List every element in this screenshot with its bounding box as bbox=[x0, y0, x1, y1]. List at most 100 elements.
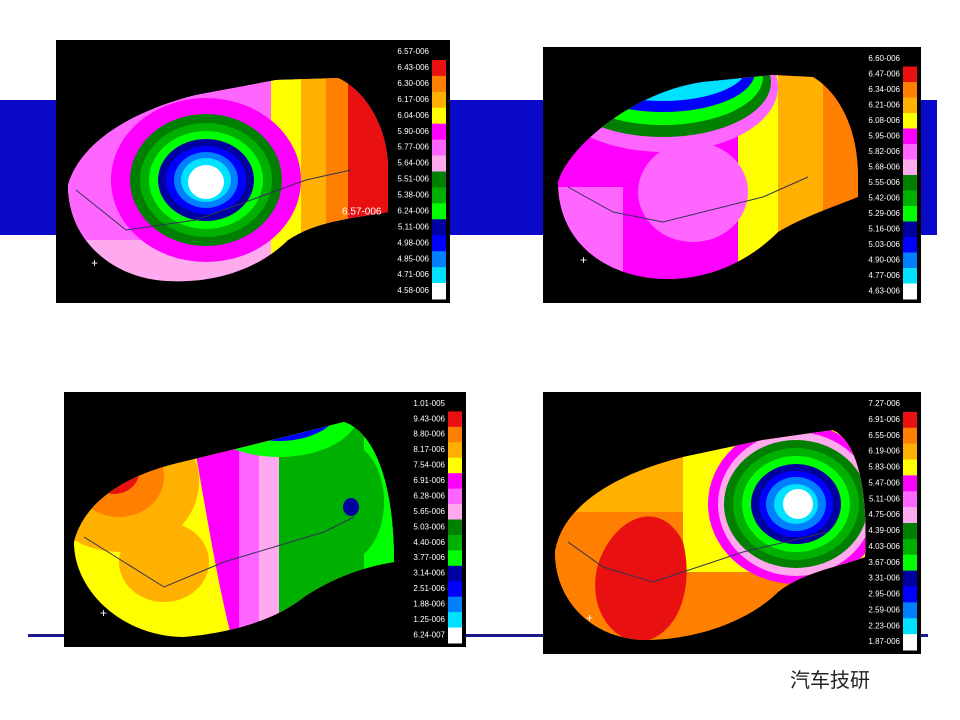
legend-label: 3.67-006 bbox=[868, 558, 900, 567]
legend-swatch bbox=[903, 128, 917, 145]
legend-swatch bbox=[448, 519, 462, 536]
legend-swatch bbox=[903, 97, 917, 114]
legend-label: 5.83-006 bbox=[868, 463, 900, 472]
legend-label: 9.43-006 bbox=[413, 414, 445, 423]
legend-label: 5.42-006 bbox=[868, 193, 900, 202]
legend-swatch bbox=[903, 443, 917, 460]
legend-swatch bbox=[432, 267, 446, 284]
annotation: 6.57-006 bbox=[342, 207, 382, 218]
legend-label: 4.03-006 bbox=[868, 542, 900, 551]
legend-label: 6.04-006 bbox=[397, 111, 429, 120]
legend-label: 5.11-006 bbox=[869, 494, 901, 503]
legend-swatch bbox=[903, 634, 917, 651]
legend-swatch bbox=[903, 237, 917, 253]
footer-line bbox=[28, 634, 928, 637]
legend-label: 8.17-006 bbox=[413, 445, 445, 454]
legend-swatch bbox=[903, 82, 917, 98]
legend-label: 2.95-006 bbox=[868, 590, 900, 599]
legend-label: 4.85-006 bbox=[397, 254, 429, 263]
legend-label: 6.28-006 bbox=[413, 491, 445, 500]
legend-label: 6.17-006 bbox=[397, 95, 429, 104]
legend-swatch bbox=[448, 442, 462, 459]
contour-plot: + 6.60-006 6.47-006 6.34-006 6.21-006 6.08-0… bbox=[543, 47, 921, 303]
legend-label: 5.38-006 bbox=[397, 191, 429, 200]
legend-swatch bbox=[903, 190, 917, 207]
legend-swatch bbox=[448, 627, 462, 644]
legend-swatch bbox=[432, 59, 446, 77]
legend-swatch bbox=[448, 488, 462, 505]
legend-swatch bbox=[448, 396, 462, 412]
legend-swatch bbox=[903, 538, 917, 556]
legend-label: 3.31-006 bbox=[868, 574, 900, 583]
legend-swatch bbox=[903, 523, 917, 540]
legend-swatch bbox=[903, 252, 917, 269]
legend-swatch bbox=[432, 219, 446, 236]
legend-swatch bbox=[903, 221, 917, 238]
legend-swatch bbox=[432, 251, 446, 268]
legend-swatch bbox=[903, 283, 917, 300]
legend-swatch bbox=[432, 235, 446, 252]
legend-swatch bbox=[448, 473, 462, 490]
legend-swatch bbox=[903, 51, 917, 67]
legend-label: 4.75-006 bbox=[868, 510, 900, 519]
legend-label: 6.19-006 bbox=[868, 447, 900, 456]
legend-swatch bbox=[432, 75, 446, 93]
legend-swatch bbox=[903, 113, 917, 129]
legend-label: 1.87-006 bbox=[868, 637, 900, 646]
legend-label: 2.59-006 bbox=[868, 605, 900, 614]
legend-swatch bbox=[903, 268, 917, 284]
legend-label: 4.77-006 bbox=[868, 271, 900, 280]
svg-text:+: + bbox=[91, 256, 98, 270]
legend-label: 5.68-006 bbox=[868, 162, 900, 171]
legend-label: 6.24-007 bbox=[413, 630, 445, 639]
legend-swatch bbox=[448, 596, 462, 613]
legend-label: 5.03-006 bbox=[868, 240, 900, 249]
legend-swatch bbox=[903, 459, 917, 476]
legend-label: 5.11-006 bbox=[398, 222, 430, 231]
legend-label: 2.51-006 bbox=[413, 584, 445, 593]
legend-label: 6.57-006 bbox=[397, 47, 429, 56]
legend-swatch bbox=[903, 144, 917, 160]
legend-label: 6.60-006 bbox=[868, 54, 900, 63]
contour-plot: + 1.01-005 9.43-006 8.80-006 8.17-006 7.54-0… bbox=[64, 392, 466, 647]
legend-swatch bbox=[448, 411, 462, 428]
legend-swatch bbox=[903, 570, 917, 587]
legend-swatch bbox=[903, 427, 917, 445]
legend-label: 5.29-006 bbox=[868, 209, 900, 218]
legend-label: 1.25-006 bbox=[413, 615, 445, 624]
legend-swatch bbox=[432, 283, 446, 300]
legend-label: 1.88-006 bbox=[413, 600, 445, 609]
legend-label: 6.30-006 bbox=[397, 79, 429, 88]
legend-swatch bbox=[432, 139, 446, 157]
legend-swatch bbox=[903, 411, 917, 429]
legend-swatch bbox=[448, 534, 462, 551]
legend-label: 5.47-006 bbox=[868, 478, 900, 487]
legend-label: 6.43-006 bbox=[397, 63, 429, 72]
legend-label: 4.58-006 bbox=[397, 286, 429, 295]
legend-swatch bbox=[448, 565, 462, 582]
legend-label: 1.01-005 bbox=[413, 399, 445, 408]
legend-swatch bbox=[432, 203, 446, 220]
legend-swatch bbox=[903, 475, 917, 492]
legend-label: 5.82-006 bbox=[868, 147, 900, 156]
legend-label: 4.39-006 bbox=[868, 526, 900, 535]
contour-plot: + 6.57-006 6.43-006 6.30-006 6.17-006 6.04-0… bbox=[56, 40, 450, 303]
legend-label: 5.90-006 bbox=[397, 127, 429, 136]
svg-text:+: + bbox=[586, 611, 593, 625]
legend-label: 2.23-006 bbox=[868, 621, 900, 630]
legend-swatch bbox=[448, 457, 462, 474]
legend-label: 4.40-006 bbox=[413, 538, 445, 547]
legend-label: 6.34-006 bbox=[868, 85, 900, 94]
legend-label: 5.16-006 bbox=[868, 224, 900, 233]
legend-label: 5.95-006 bbox=[868, 131, 900, 140]
legend-swatch bbox=[432, 155, 446, 172]
legend-label: 6.08-006 bbox=[868, 116, 900, 125]
legend-swatch bbox=[448, 426, 462, 443]
legend-label: 6.24-006 bbox=[397, 206, 429, 215]
legend-label: 7.54-006 bbox=[413, 461, 445, 470]
legend-label: 6.91-006 bbox=[413, 476, 445, 485]
watermark: 汽车技研 bbox=[790, 668, 870, 692]
legend-swatch bbox=[448, 504, 462, 520]
legend-swatch bbox=[448, 550, 462, 567]
